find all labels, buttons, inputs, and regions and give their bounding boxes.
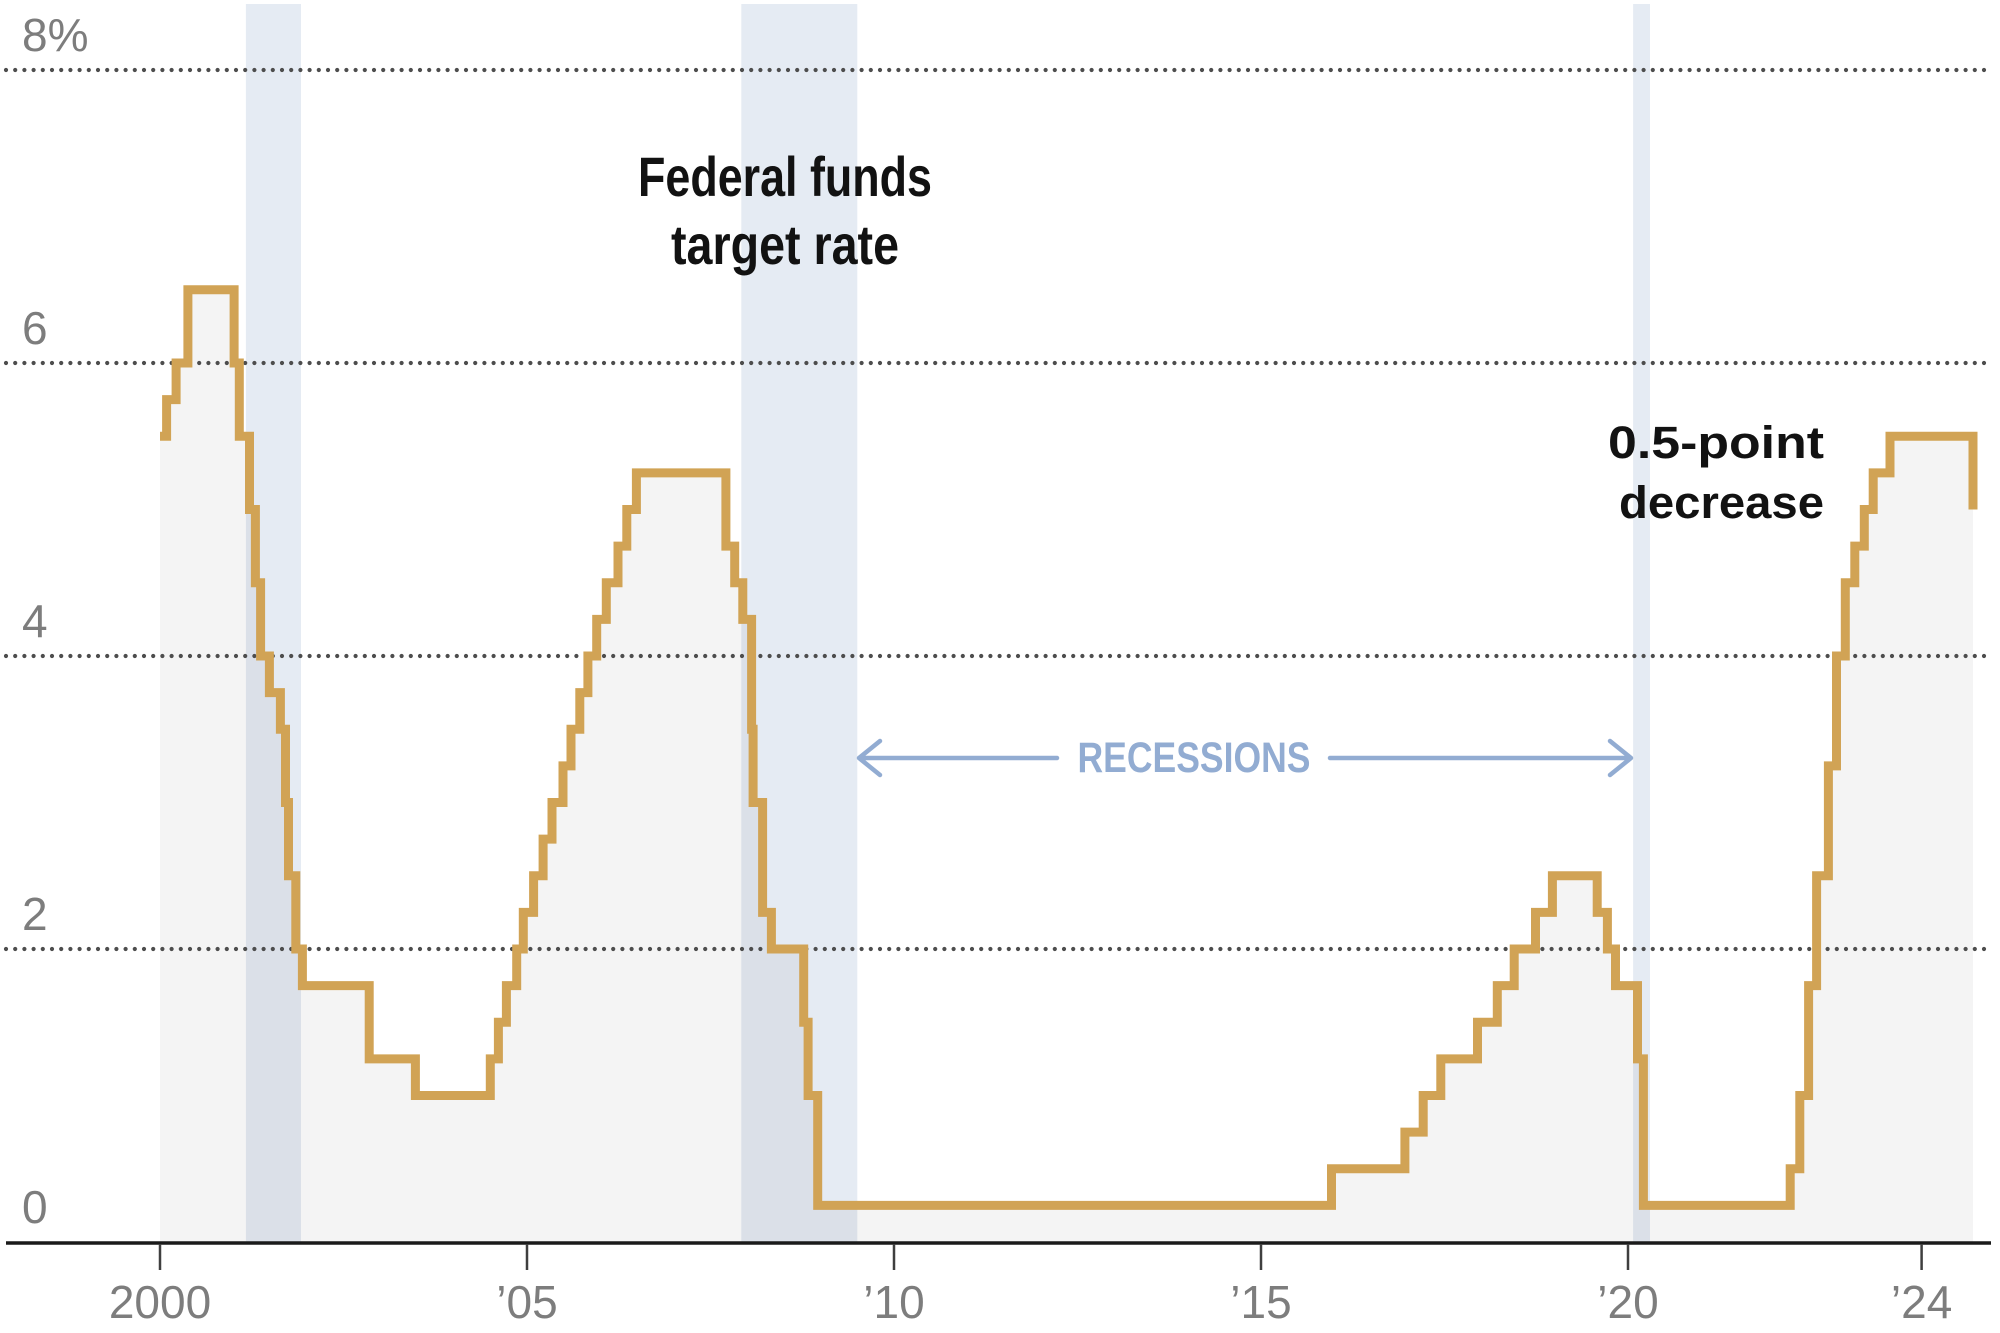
annotation-line-2: decrease bbox=[1619, 477, 1824, 528]
x-axis-label-2015: ’15 bbox=[1230, 1276, 1291, 1328]
x-axis-label-2000: 2000 bbox=[109, 1276, 211, 1328]
y-axis-label-4: 4 bbox=[22, 595, 48, 647]
x-axis-label-2024: ’24 bbox=[1891, 1276, 1952, 1328]
rate-step-line bbox=[160, 285, 1978, 1210]
recessions-right-arrow-icon bbox=[1327, 738, 1634, 778]
y-axis-label-0: 0 bbox=[22, 1181, 48, 1233]
rate-area-fill bbox=[160, 289, 1973, 1243]
annotation-line-1: 0.5-point bbox=[1608, 417, 1824, 468]
recession-band-1 bbox=[741, 4, 858, 1243]
chart-title-line-1: Federal funds bbox=[638, 145, 932, 208]
x-axis-label-2020: ’20 bbox=[1597, 1276, 1658, 1328]
y-axis-label-8: 8% bbox=[22, 9, 88, 61]
recessions-left-arrow-icon bbox=[856, 738, 1060, 778]
y-axis-label-2: 2 bbox=[22, 888, 48, 940]
recession-band-0 bbox=[245, 4, 301, 1243]
chart-title-line-2: target rate bbox=[671, 213, 899, 276]
x-axis-label-2010: ’10 bbox=[863, 1276, 924, 1328]
recession-band-2 bbox=[1633, 4, 1650, 1243]
recessions-label: RECESSIONS bbox=[1078, 734, 1311, 782]
x-axis-label-2005: ’05 bbox=[496, 1276, 557, 1328]
y-axis-label-6: 6 bbox=[22, 302, 48, 354]
